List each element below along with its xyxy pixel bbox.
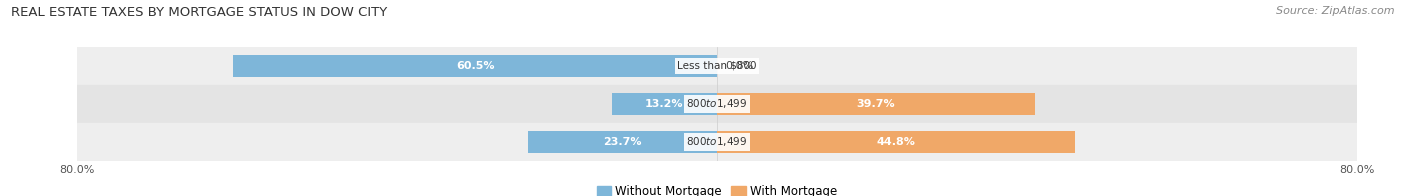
Text: Source: ZipAtlas.com: Source: ZipAtlas.com: [1277, 6, 1395, 16]
Text: 13.2%: 13.2%: [645, 99, 683, 109]
Bar: [717, 131, 1076, 153]
Text: 0.0%: 0.0%: [725, 61, 754, 71]
Bar: [77, 47, 1357, 85]
Text: 39.7%: 39.7%: [856, 99, 896, 109]
Bar: [612, 93, 717, 115]
Text: 44.8%: 44.8%: [877, 137, 915, 147]
Text: 23.7%: 23.7%: [603, 137, 641, 147]
Bar: [717, 93, 1035, 115]
Bar: [77, 123, 1357, 161]
Bar: [77, 85, 1357, 123]
Text: REAL ESTATE TAXES BY MORTGAGE STATUS IN DOW CITY: REAL ESTATE TAXES BY MORTGAGE STATUS IN …: [11, 6, 388, 19]
Text: Less than $800: Less than $800: [678, 61, 756, 71]
Text: $800 to $1,499: $800 to $1,499: [686, 135, 748, 148]
Bar: [233, 55, 717, 77]
Legend: Without Mortgage, With Mortgage: Without Mortgage, With Mortgage: [592, 180, 842, 196]
Text: 60.5%: 60.5%: [456, 61, 495, 71]
Bar: [527, 131, 717, 153]
Text: $800 to $1,499: $800 to $1,499: [686, 97, 748, 110]
